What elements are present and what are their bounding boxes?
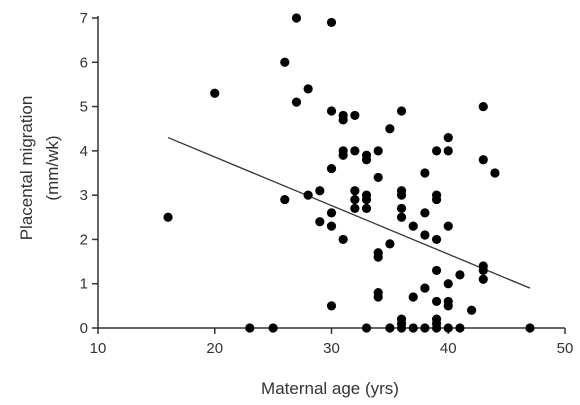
- data-point: [245, 323, 255, 333]
- trendline-group: [167, 136, 531, 289]
- data-point: [385, 124, 395, 134]
- y-axis-title: Placental migration: [17, 96, 36, 241]
- data-point: [280, 194, 290, 205]
- data-point: [408, 323, 418, 333]
- data-point: [431, 146, 442, 156]
- y-axis-title-group: Placental migration: [17, 96, 36, 241]
- data-point: [350, 110, 360, 121]
- y-tick-label: 5: [80, 99, 88, 116]
- data-point: [396, 106, 407, 116]
- data-point: [280, 57, 290, 67]
- data-point: [291, 97, 302, 107]
- data-point: [455, 270, 465, 280]
- y-tick-label: 7: [80, 10, 88, 27]
- data-point: [361, 203, 372, 214]
- data-point: [210, 88, 220, 98]
- data-point: [431, 265, 442, 276]
- data-point: [361, 194, 372, 205]
- data-point: [478, 265, 488, 276]
- x-tick-label: 10: [90, 340, 107, 357]
- data-point: [326, 106, 337, 116]
- data-point: [303, 84, 313, 94]
- data-point: [303, 190, 313, 200]
- data-point: [361, 323, 372, 333]
- data-point: [525, 323, 535, 333]
- data-point: [420, 168, 430, 178]
- y-axis-unit-group: (mm/wk): [43, 135, 62, 200]
- data-point: [326, 208, 337, 218]
- data-point: [396, 212, 407, 222]
- data-point: [396, 323, 407, 333]
- y-tick-label: 2: [80, 231, 88, 248]
- data-point: [443, 301, 453, 311]
- data-point: [408, 221, 418, 231]
- data-point: [361, 155, 372, 165]
- data-point: [420, 283, 430, 293]
- data-point: [467, 305, 477, 315]
- regression-line: [167, 136, 531, 289]
- x-tick-label: 50: [557, 340, 574, 357]
- data-point: [478, 274, 488, 284]
- x-axis: 10 20 30 40 50: [90, 327, 574, 357]
- data-point: [431, 323, 442, 333]
- data-point: [490, 168, 500, 178]
- y-tick-label: 6: [80, 54, 88, 71]
- data-point: [326, 221, 337, 231]
- data-point: [396, 203, 407, 214]
- data-point: [431, 296, 442, 307]
- data-points: [163, 13, 535, 333]
- data-point: [350, 186, 360, 196]
- data-point: [373, 292, 383, 302]
- y-tick-label: 0: [80, 320, 88, 337]
- y-axis: 0 1 2 3 4 5 6 7: [80, 10, 99, 337]
- data-point: [163, 212, 173, 222]
- data-point: [385, 239, 395, 249]
- data-point: [478, 155, 488, 165]
- x-tick-label: 20: [206, 340, 223, 357]
- data-point: [326, 163, 337, 174]
- y-tick-label: 3: [80, 187, 88, 204]
- data-point: [443, 146, 453, 156]
- data-point: [338, 150, 348, 160]
- data-point: [431, 194, 442, 205]
- data-point: [373, 172, 383, 183]
- data-point: [455, 323, 465, 333]
- data-point: [315, 186, 325, 196]
- data-point: [326, 17, 337, 28]
- data-point: [315, 217, 325, 227]
- data-point: [478, 101, 488, 112]
- data-point: [350, 203, 360, 214]
- data-point: [443, 323, 453, 333]
- data-point: [408, 292, 418, 302]
- data-point: [443, 221, 453, 231]
- data-point: [350, 194, 360, 205]
- data-point: [443, 132, 453, 143]
- data-point: [420, 208, 430, 218]
- data-point: [385, 323, 395, 333]
- data-point: [350, 146, 360, 156]
- data-point: [420, 323, 430, 333]
- data-point: [338, 115, 348, 125]
- x-axis-title: Maternal age (yrs): [261, 379, 399, 398]
- data-point: [268, 323, 278, 333]
- data-point: [420, 230, 430, 240]
- data-point: [338, 234, 348, 245]
- x-tick-label: 40: [440, 340, 457, 357]
- data-point: [326, 301, 337, 311]
- data-point: [396, 190, 407, 200]
- data-point: [291, 13, 302, 23]
- data-point: [431, 234, 442, 245]
- data-point: [443, 279, 453, 289]
- y-tick-label: 1: [80, 276, 88, 293]
- y-axis-unit: (mm/wk): [43, 135, 62, 200]
- x-tick-label: 30: [323, 340, 340, 357]
- data-point: [373, 252, 383, 262]
- data-point: [373, 146, 383, 156]
- y-tick-label: 4: [80, 143, 88, 160]
